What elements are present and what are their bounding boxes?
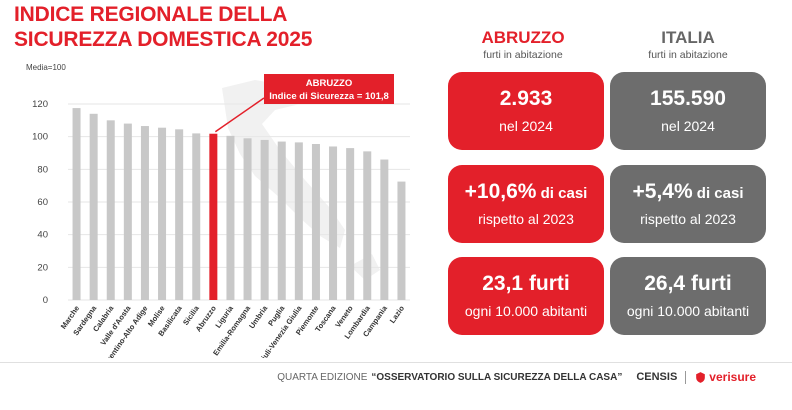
card-big: 26,4 furti	[644, 272, 732, 295]
bar-veneto	[346, 148, 355, 300]
bar-emilia-romagna	[243, 138, 252, 300]
italia-card-total: 155.590 nel 2024	[610, 72, 766, 150]
bars	[72, 108, 406, 300]
bar-lazio	[397, 181, 406, 300]
card-sub: rispetto al 2023	[640, 211, 736, 227]
bar-piemonte	[311, 144, 320, 300]
footer-separator	[685, 370, 687, 384]
bar-umbria	[260, 139, 269, 300]
card-big: +5,4%	[632, 180, 693, 203]
bar-campania	[380, 159, 389, 300]
bar-basilicata	[175, 129, 184, 300]
annotation-title: ABRUZZO	[306, 78, 352, 89]
x-tick-label: Umbria	[247, 303, 270, 330]
bar-trentino-alto-adige	[140, 126, 149, 300]
italia-title: ITALIA	[661, 28, 715, 47]
title-line-1: INDICE REGIONALE DELLA	[14, 3, 288, 26]
annotation-leader	[214, 97, 265, 133]
footer: QUARTA EDIZIONE “OSSERVATORIO SULLA SICU…	[277, 370, 756, 384]
footer-prefix: QUARTA EDIZIONE	[277, 371, 368, 383]
bar-sicilia	[192, 133, 201, 300]
abruzzo-card-change: +10,6% di casi rispetto al 2023	[448, 165, 604, 243]
abruzzo-column-header: ABRUZZO furti in abitazione	[443, 28, 603, 62]
y-tick-label: 20	[37, 262, 48, 273]
y-axis-label: Media=100	[26, 63, 66, 72]
y-tick-label: 60	[37, 197, 48, 208]
card-sub: ogni 10.000 abitanti	[626, 303, 750, 319]
annotation-box	[264, 74, 394, 104]
y-tick-label: 40	[37, 230, 48, 241]
verisure-logo: verisure	[694, 370, 756, 384]
card-big: 23,1 furti	[482, 272, 570, 295]
y-tick-label: 100	[32, 132, 48, 143]
card-sub: nel 2024	[661, 118, 715, 134]
title-line-2: SICUREZZA DOMESTICA 2025	[14, 28, 313, 51]
italia-card-change: +5,4% di casi rispetto al 2023	[610, 165, 766, 243]
card-suffix: di casi	[692, 185, 744, 202]
card-suffix: di casi	[536, 185, 588, 202]
verisure-wordmark: verisure	[709, 370, 756, 384]
x-tick-label: Lazio	[388, 304, 407, 325]
bar-abruzzo	[209, 133, 218, 300]
bar-valle-d-aosta	[123, 123, 132, 300]
abruzzo-card-rate: 23,1 furti ogni 10.000 abitanti	[448, 257, 604, 335]
bar-calabria	[106, 120, 115, 300]
card-big: 155.590	[650, 87, 726, 110]
card-big: +10,6%	[464, 180, 537, 203]
bar-liguria	[226, 135, 235, 300]
bar-lombardia	[363, 151, 372, 300]
annotation: ABRUZZO Indice di Sicurezza = 101,8	[214, 74, 394, 133]
abruzzo-title: ABRUZZO	[481, 28, 565, 47]
bar-friuli-venezia-giulia	[294, 142, 303, 300]
bar-toscana	[329, 146, 338, 300]
bar-sardegna	[89, 113, 98, 300]
verisure-shield-icon	[696, 371, 706, 383]
censis-logo: CENSIS	[636, 371, 678, 383]
card-sub: ogni 10.000 abitanti	[464, 303, 588, 319]
footer-title: “OSSERVATORIO SULLA SICUREZZA DELLA CASA…	[371, 371, 623, 383]
bar-marche	[72, 108, 81, 300]
abruzzo-card-total: 2.933 nel 2024	[448, 72, 604, 150]
annotation-value: Indice di Sicurezza = 101,8	[269, 91, 389, 102]
bar-molise	[158, 127, 167, 300]
page-title: INDICE REGIONALE DELLA SICUREZZA DOMESTI…	[14, 2, 312, 52]
italia-card-rate: 26,4 furti ogni 10.000 abitanti	[610, 257, 766, 335]
card-sub: nel 2024	[499, 118, 553, 134]
italia-subtitle: furti in abitazione	[648, 49, 728, 61]
italia-column-header: ITALIA furti in abitazione	[608, 28, 768, 62]
y-tick-label: 0	[43, 295, 48, 306]
abruzzo-subtitle: furti in abitazione	[483, 49, 563, 61]
y-tick-labels: 0 20 40 60 80 100 120	[32, 99, 48, 306]
card-big: 2.933	[499, 87, 553, 110]
bar-chart: Media=100 0 20 40 60 80 100 120 MarcheSardegna…	[26, 63, 410, 358]
card-sub: rispetto al 2023	[478, 211, 574, 227]
footer-divider	[0, 362, 792, 363]
bar-puglia	[277, 141, 286, 300]
y-tick-label: 80	[37, 164, 48, 175]
y-tick-label: 120	[32, 99, 48, 110]
